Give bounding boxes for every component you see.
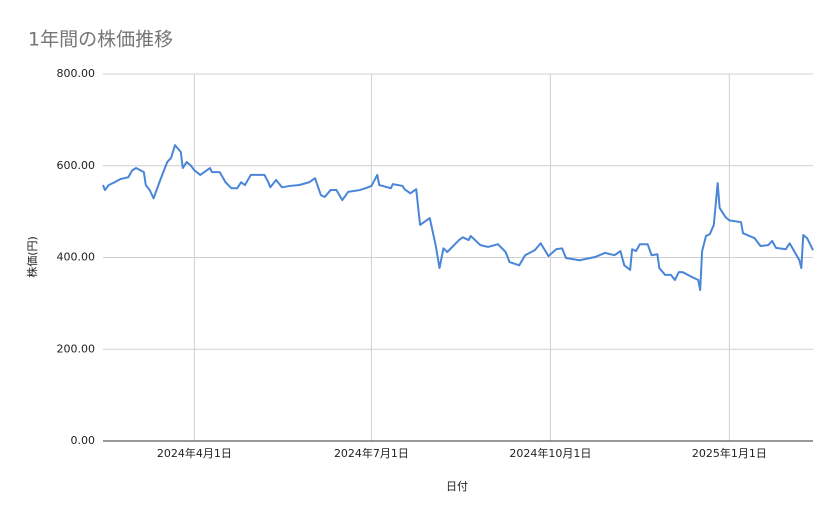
x-tick-label: 2025年1月1日 <box>692 446 767 460</box>
y-tick-label: 200.00 <box>57 342 96 355</box>
chart-title: 1年間の株価推移 <box>28 29 173 51</box>
x-tick-label: 2024年10月1日 <box>509 446 591 460</box>
y-tick-label: 800.00 <box>57 67 96 80</box>
price-line <box>102 144 814 292</box>
y-tick-label: 400.00 <box>57 251 96 264</box>
y-tick-label: 600.00 <box>57 159 96 172</box>
y-tick-label: 0.00 <box>71 434 96 447</box>
x-tick-label: 2024年7月1日 <box>334 446 409 460</box>
x-axis-label: 日付 <box>446 480 468 493</box>
y-axis-label: 株価(円) <box>25 236 39 278</box>
x-tick-label: 2024年4月1日 <box>157 446 232 460</box>
